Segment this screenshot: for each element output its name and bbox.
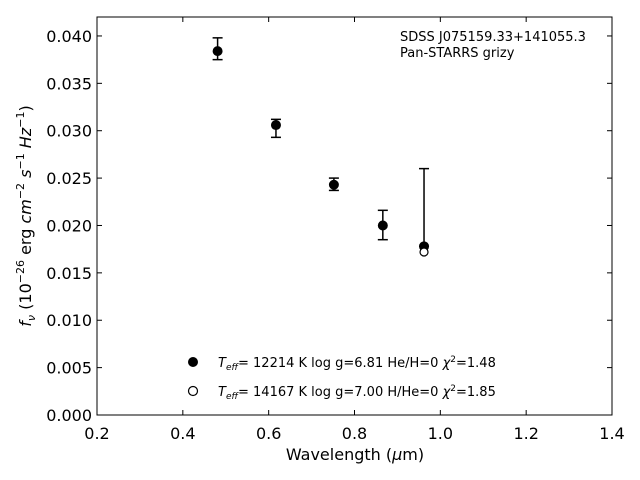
y-tick-label: 0.005: [46, 359, 92, 378]
y-tick-label: 0.010: [46, 311, 92, 330]
legend: Teff= 12214 K log g=6.81 He/H=0 χ2=1.48 …: [187, 355, 496, 402]
y-axis: 0.000 0.005 0.010 0.015 0.020 0.025 0.030 0.035…: [46, 27, 612, 425]
model-point-open: [419, 247, 429, 257]
data-point: [212, 46, 223, 57]
legend-entry-2: Teff= 14167 K log g=7.00 H/He=0 χ2=1.85: [218, 384, 496, 402]
x-tick-label: 0.8: [342, 424, 367, 443]
y-tick-label: 0.040: [46, 27, 92, 46]
x-axis-label: Wavelength (μm): [286, 445, 424, 464]
y-tick-label: 0.015: [46, 264, 92, 283]
x-axis: 0.2 0.4 0.6 0.8 1.0 1.2 1.4: [84, 17, 625, 443]
x-tick-label: 1.0: [428, 424, 453, 443]
x-tick-label: 0.4: [170, 424, 195, 443]
y-tick-label: 0.030: [46, 122, 92, 141]
y-axis-label: fν (10−26 erg cm−2 s−1 Hz−1): [14, 105, 38, 326]
y-tick-label: 0.035: [46, 74, 92, 93]
data-points: [212, 37, 430, 257]
data-point: [377, 220, 388, 231]
x-tick-label: 1.4: [599, 424, 624, 443]
y-tick-label: 0.000: [46, 406, 92, 425]
y-tick-label: 0.025: [46, 169, 92, 188]
annotation-line-1: SDSS J075159.33+141055.3: [400, 30, 586, 45]
y-tick-label: 0.020: [46, 216, 92, 235]
x-tick-label: 0.2: [84, 424, 109, 443]
legend-marker-open: [187, 385, 199, 397]
legend-entry-1: Teff= 12214 K log g=6.81 He/H=0 χ2=1.48: [218, 355, 496, 373]
x-tick-label: 0.6: [256, 424, 281, 443]
legend-marker-filled: [188, 357, 198, 367]
x-tick-label: 1.2: [513, 424, 538, 443]
data-point: [270, 120, 281, 131]
annotation-line-2: Pan-STARRS grizy: [400, 46, 515, 61]
data-point: [328, 179, 339, 190]
